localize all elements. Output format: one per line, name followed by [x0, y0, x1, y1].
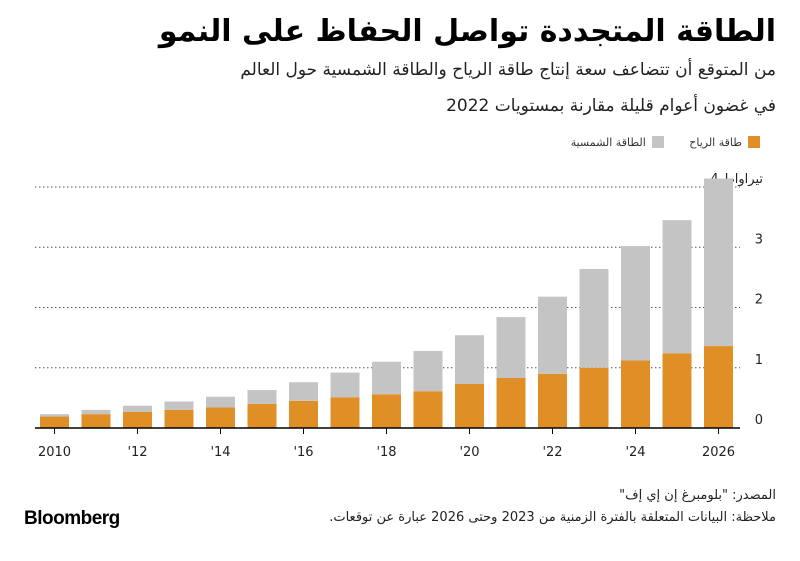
legend-label-solar: الطاقة الشمسية [570, 136, 646, 149]
bar-solar-2013 [164, 401, 194, 410]
bar-wind-2011 [81, 414, 111, 428]
bar-solar-2020 [455, 335, 484, 385]
bar-wind-2020 [455, 384, 484, 428]
bar-solar-2018 [372, 361, 401, 395]
chart-title: الطاقة المتجددة تواصل الحفاظ على النمو [158, 14, 776, 49]
bar-solar-2015 [247, 390, 277, 404]
bar-solar-2019 [413, 350, 443, 392]
bar-wind-2023 [579, 367, 609, 428]
y-tick-label: 2 [755, 293, 763, 308]
bar-wind-2017 [330, 397, 360, 428]
bar-solar-2023 [579, 268, 609, 368]
x-tick-label: '20 [459, 445, 479, 460]
legend-item-wind: طاقة الرياح [689, 136, 760, 149]
bar-wind-2015 [247, 403, 277, 428]
x-tick-label: 2026 [702, 445, 735, 460]
bar-wind-2016 [289, 400, 318, 428]
bar-solar-2016 [289, 382, 318, 401]
x-tick-label: '18 [376, 445, 396, 460]
chart-subtitle-line2: في غضون أعوام قليلة مقارنة بمستويات 2022 [446, 96, 776, 116]
bar-wind-2013 [164, 409, 194, 428]
bar-wind-2026 [704, 346, 733, 428]
source-note: المصدر: "بلومبرغ إن إي إف" [619, 488, 776, 503]
bar-solar-2026 [704, 178, 733, 347]
bar-solar-2022 [538, 296, 567, 374]
bar-solar-2017 [330, 372, 360, 398]
legend-label-wind: طاقة الرياح [689, 136, 742, 149]
bar-wind-2022 [538, 373, 567, 428]
legend-swatch-solar [651, 136, 664, 148]
y-tick-label: 0 [755, 413, 763, 428]
x-tick-label: '24 [625, 445, 645, 460]
bar-solar-2021 [496, 317, 526, 378]
y-tick-label: 3 [755, 232, 763, 247]
bar-solar-2011 [81, 409, 111, 415]
x-tick-label: '12 [127, 445, 147, 460]
bloomberg-logo: Bloomberg [24, 508, 120, 529]
bar-solar-2014 [206, 396, 235, 408]
x-tick-label: '14 [210, 445, 230, 460]
forecast-note: ملاحظة: البيانات المتعلقة بالفترة الزمني… [329, 510, 776, 525]
legend: طاقة الرياح الطاقة الشمسية [549, 136, 760, 149]
bar-solar-2010 [40, 414, 69, 417]
chart-subtitle-line1: من المتوقع أن تتضاعف سعة إنتاج طاقة الري… [240, 60, 776, 80]
bar-wind-2024 [621, 360, 650, 428]
x-tick-label: 2010 [38, 445, 71, 460]
bar-wind-2010 [40, 416, 69, 428]
bar-wind-2012 [123, 411, 152, 428]
bar-wind-2021 [496, 377, 526, 428]
y-tick-label: 1 [755, 353, 763, 368]
bar-wind-2014 [206, 407, 235, 428]
legend-item-solar: الطاقة الشمسية [571, 136, 664, 149]
x-tick-label: '22 [542, 445, 562, 460]
x-tick-label: '16 [293, 445, 313, 460]
bar-wind-2018 [372, 394, 401, 428]
legend-swatch-wind [748, 136, 760, 148]
bar-wind-2019 [413, 391, 443, 428]
bar-wind-2025 [662, 353, 692, 428]
bar-solar-2024 [621, 246, 650, 361]
bar-solar-2025 [662, 220, 692, 354]
bar-solar-2012 [123, 405, 152, 412]
